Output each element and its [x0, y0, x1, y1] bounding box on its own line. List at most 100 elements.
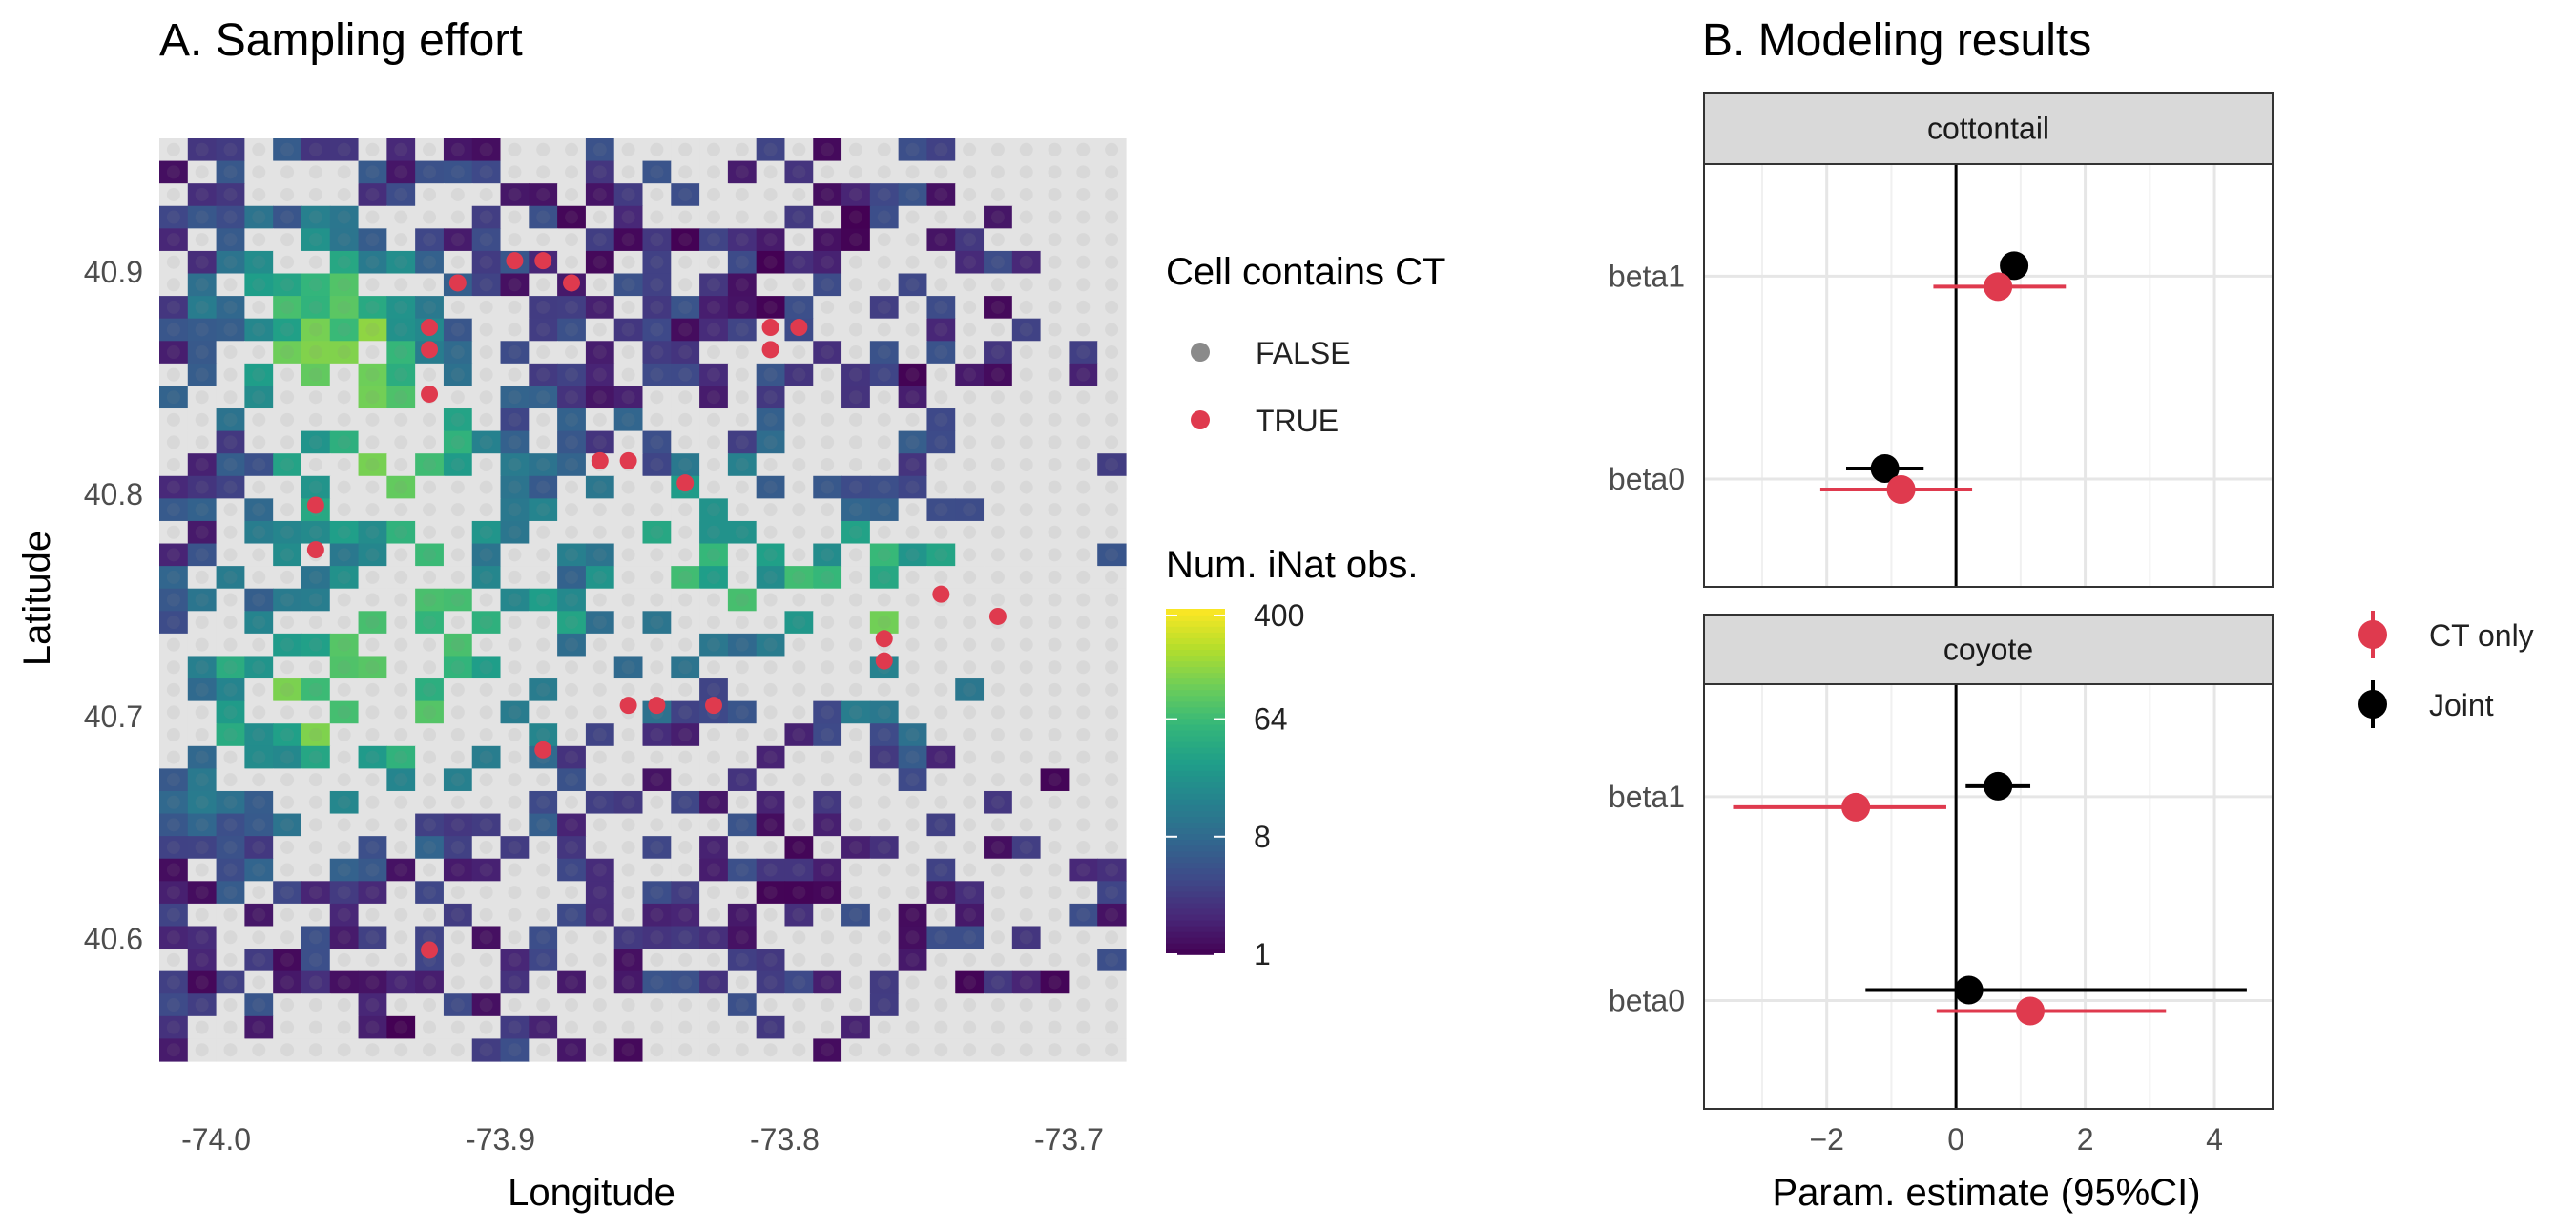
heatmap-cell — [386, 588, 416, 612]
colorbar-segment — [1166, 643, 1225, 651]
cell-center-point — [508, 345, 522, 360]
heatmap-cell — [159, 520, 189, 545]
cell-center-point — [450, 637, 465, 652]
heatmap-cell — [500, 408, 530, 432]
cell-center-point — [990, 1020, 1005, 1034]
heatmap-cell — [386, 273, 416, 297]
cell-center-point — [650, 886, 664, 900]
heatmap-cell — [216, 341, 245, 365]
heatmap-cell — [159, 633, 189, 657]
heatmap-cell — [784, 430, 814, 454]
heatmap-cell — [216, 611, 245, 635]
cell-center-point — [450, 818, 465, 832]
heatmap-cell — [1069, 341, 1098, 365]
cell-center-point — [195, 480, 209, 494]
camera-trap-point — [448, 274, 467, 292]
cell-center-point — [735, 165, 749, 179]
heatmap-cell — [415, 296, 445, 320]
cell-center-point — [536, 345, 551, 360]
heatmap-cell — [784, 160, 814, 184]
colorbar-segment — [1166, 902, 1225, 909]
cell-center-point — [1048, 1043, 1062, 1057]
cell-center-point — [821, 818, 835, 832]
cell-center-point — [990, 952, 1005, 967]
cell-center-point — [166, 660, 180, 675]
cell-center-point — [423, 187, 437, 201]
heatmap-cell — [1097, 430, 1127, 454]
cell-center-point — [536, 323, 551, 337]
cell-center-point — [565, 390, 579, 405]
heatmap-cell — [471, 633, 502, 657]
heatmap-cell — [1069, 768, 1098, 792]
heatmap-cell — [443, 656, 473, 679]
heatmap-cell — [898, 250, 928, 275]
cell-center-point — [450, 863, 465, 877]
heatmap-cell — [244, 296, 274, 320]
heatmap-cell — [415, 228, 445, 252]
heatmap-cell — [671, 183, 700, 207]
cell-center-point — [877, 323, 891, 337]
heatmap-cell — [529, 183, 558, 207]
heatmap-cell — [613, 790, 644, 815]
cell-center-point — [990, 480, 1005, 494]
cell-center-point — [905, 367, 920, 382]
cell-center-point — [963, 728, 977, 742]
heatmap-cell — [984, 160, 1013, 184]
cell-center-point — [423, 886, 437, 900]
cell-center-point — [1076, 728, 1091, 742]
colorbar-segment — [1166, 695, 1225, 702]
heatmap-cell — [187, 723, 218, 747]
cell-center-point — [650, 142, 664, 156]
cell-center-point — [195, 503, 209, 517]
heatmap-cell — [841, 588, 871, 612]
colorbar-segment — [1166, 879, 1225, 887]
cell-center-point — [650, 435, 664, 449]
heatmap-cell — [557, 566, 587, 590]
heatmap-cell — [159, 813, 189, 837]
cell-center-point — [934, 165, 948, 179]
heatmap-cell — [585, 296, 615, 320]
cell-center-point — [706, 593, 720, 607]
heatmap-cell — [642, 318, 672, 342]
heatmap-cell — [926, 453, 956, 477]
heatmap-cell — [898, 813, 928, 837]
cell-center-point — [792, 975, 806, 990]
cell-center-point — [252, 435, 266, 449]
colorbar-segment — [1166, 908, 1225, 915]
cell-center-point — [394, 412, 408, 427]
heatmap-cell — [415, 160, 445, 184]
heatmap-cell — [869, 386, 900, 409]
cell-center-point — [223, 886, 238, 900]
cell-center-point — [706, 908, 720, 922]
heatmap-cell — [642, 656, 672, 679]
cell-center-point — [650, 165, 664, 179]
cell-center-point — [848, 323, 862, 337]
cell-center-point — [479, 570, 493, 584]
cell-center-point — [1048, 165, 1062, 179]
heatmap-cell — [727, 363, 758, 387]
heatmap-cell — [756, 475, 786, 499]
cell-center-point — [394, 1043, 408, 1057]
heatmap-cell — [841, 430, 871, 454]
heatmap-cell — [1011, 318, 1042, 342]
cell-center-point — [223, 998, 238, 1012]
heatmap-cell — [557, 543, 587, 567]
heatmap-cell — [613, 386, 644, 409]
heatmap-cell — [984, 678, 1013, 702]
cell-center-point — [763, 210, 778, 224]
cell-center-point — [963, 750, 977, 764]
cell-center-point — [848, 795, 862, 809]
heatmap-cell — [784, 228, 814, 252]
cell-center-point — [706, 975, 720, 990]
cell-center-point — [706, 660, 720, 675]
heatmap-cell — [756, 656, 786, 679]
cell-center-point — [195, 457, 209, 471]
heatmap-cell — [1011, 430, 1042, 454]
cell-center-point — [848, 570, 862, 584]
cell-center-point — [821, 750, 835, 764]
heatmap-cell — [699, 430, 729, 454]
heatmap-cell — [813, 633, 842, 657]
heatmap-cell — [613, 611, 644, 635]
cell-center-point — [735, 323, 749, 337]
heatmap-cell — [926, 566, 956, 590]
